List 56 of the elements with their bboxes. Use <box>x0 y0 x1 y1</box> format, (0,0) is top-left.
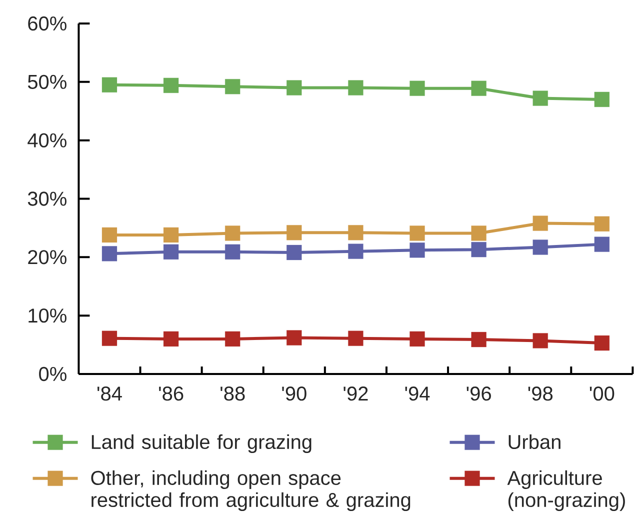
point <box>286 80 302 96</box>
x-tick-label: '84 <box>97 386 122 401</box>
x-tick-label: '98 <box>528 386 553 401</box>
x-tick-label: '00 <box>590 386 614 401</box>
point <box>102 330 118 346</box>
point <box>225 226 240 241</box>
x-tick-label: '90 <box>282 386 306 401</box>
point <box>348 244 364 259</box>
point <box>471 242 486 258</box>
point <box>163 78 179 93</box>
point <box>225 331 240 347</box>
y-tick-label: 30% <box>28 192 66 206</box>
point <box>532 240 548 255</box>
legend-label: Other, including open space restricted from agriculture & grazing <box>91 470 410 512</box>
point <box>163 331 179 347</box>
y-tick-label: 60% <box>28 16 66 31</box>
y-tick-label: 40% <box>28 133 66 148</box>
point <box>348 330 364 346</box>
point <box>286 244 302 260</box>
legend-label: Urban <box>508 434 560 450</box>
y-tick-label: 10% <box>28 308 66 323</box>
y-tick-label: 20% <box>28 250 66 264</box>
point <box>410 80 425 96</box>
point <box>410 242 425 258</box>
x-tick-label: '86 <box>159 386 184 401</box>
point <box>348 80 364 96</box>
point <box>225 244 240 260</box>
point <box>471 80 486 96</box>
point <box>163 244 179 260</box>
legend-label: Agriculture (non-grazing) <box>507 470 625 512</box>
point <box>594 92 610 108</box>
x-tick-label: '92 <box>344 386 368 401</box>
point <box>410 331 425 347</box>
point <box>163 227 179 243</box>
y-tick-label: 0% <box>39 366 66 382</box>
y-tick-label: 50% <box>28 74 66 89</box>
point <box>348 225 364 240</box>
point <box>594 216 610 232</box>
point <box>286 330 302 346</box>
point <box>594 236 610 252</box>
x-tick-label: '94 <box>405 386 430 401</box>
point <box>102 227 118 243</box>
point <box>102 77 118 92</box>
point <box>532 90 548 106</box>
point <box>532 216 548 231</box>
point <box>594 335 610 351</box>
point <box>225 79 240 94</box>
point <box>532 333 548 348</box>
point <box>286 225 302 240</box>
point <box>102 246 118 262</box>
point <box>410 226 425 241</box>
x-tick-label: '96 <box>466 386 491 401</box>
x-tick-label: '88 <box>220 386 245 401</box>
point <box>471 332 486 348</box>
legend-label: Land suitable for grazing <box>92 434 312 454</box>
point <box>471 226 486 241</box>
